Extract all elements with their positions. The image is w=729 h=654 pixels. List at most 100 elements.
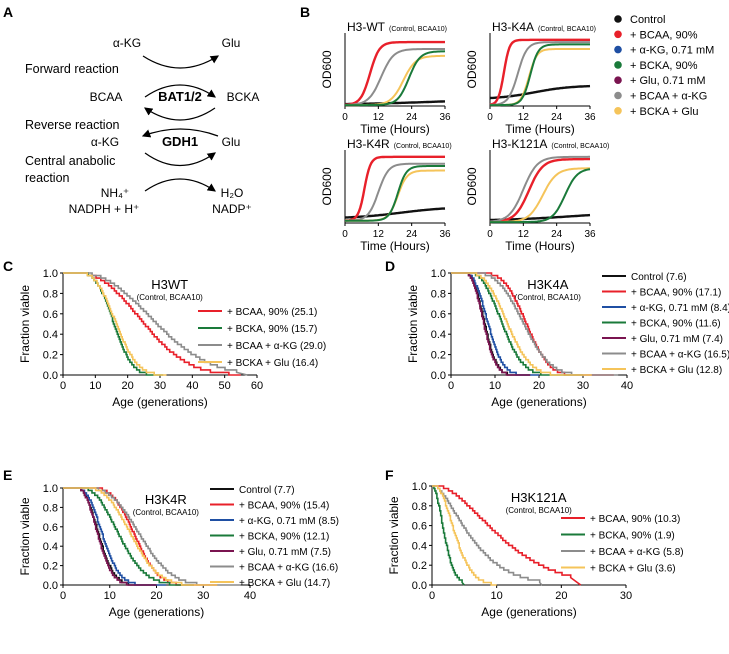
series-line-bcka [345,50,446,107]
x-tick-label: 36 [439,229,451,240]
x-tick-label: 10 [104,590,116,602]
survival-line-bcaa [451,272,614,376]
reverse-arc-bottom [141,128,219,138]
x-tick-label: 10 [89,380,101,392]
legend-label: + BCAA, 90% (15.4) [239,501,329,512]
growth-legend-label: + BCKA, 90% [630,60,698,72]
y-tick-label: 0.0 [43,370,58,382]
survival-line-bcka [63,487,194,586]
legend-item-control: Control (7.6) [602,272,687,283]
survival-line-bcaa_akg [63,487,241,586]
x-axis-label: Time (Hours) [360,122,430,136]
survival-line-bcaa_akg [451,272,619,376]
anabolic-arc-bottom [144,178,216,192]
legend-item-bcka_glu: + BCKA + Glu (14.7) [210,578,330,589]
chart-h3k4r-survival: 0 10 20 30 40 0.0 0.2 0.4 0.6 0.8 1.0 Age (generati… [18,483,339,619]
x-tick-label: 0 [487,229,493,240]
legend-item-bcaa: + BCAA, 90% (15.4) [210,501,329,512]
chart-title: H3WT [151,277,188,292]
survival-line-bcaa_akg [63,272,248,376]
growth-legend-item-glu: + Glu, 0.71 mM [614,75,706,87]
forward-arc-top [142,55,220,69]
x-tick-label: 12 [373,229,385,240]
x-tick-label: 24 [551,229,563,240]
x-tick-label: 40 [244,590,256,602]
legend-label: Control (7.6) [631,272,687,283]
x-tick-label: 36 [439,112,451,123]
series-line-bcaa_akg [489,155,590,223]
x-tick-label: 30 [577,380,589,392]
y-tick-label: 0.8 [43,288,58,300]
legend-label: + BCKA + Glu (12.8) [631,365,722,376]
series-line-bcaa [344,40,445,106]
chart-title: H3K121A [511,490,567,505]
series-line-bcaa [344,155,445,222]
legend-item-control: Control (7.7) [210,485,295,496]
x-tick-label: 36 [584,112,596,123]
chart-subtitle: (Control, BCAA10) [551,143,609,150]
legend-item-glu: + Glu, 0.71 mM (7.5) [210,547,331,558]
legend-item-bcka: + BCKA, 90% (12.1) [210,532,329,543]
x-tick-label: 0 [60,590,66,602]
enzyme-bat: BAT1/2 [158,89,202,104]
legend-label: + BCKA, 90% (12.1) [239,532,329,543]
y-axis-label: Fraction viable [18,285,32,363]
x-axis-label: Time (Hours) [505,122,575,136]
growth-legend-item-bcaa: + BCAA, 90% [614,29,698,41]
series-line-bcka [490,43,590,107]
legend-item-akg: + α-KG, 0.71 mM (8.5) [210,516,339,527]
x-tick-label: 36 [584,229,596,240]
x-tick-label: 40 [186,380,198,392]
chart-subtitle: (Control, BCAA10) [133,508,200,517]
legend-item-bcka_glu: + BCKA + Glu (12.8) [602,365,722,376]
y-axis-label: OD600 [465,50,479,88]
x-tick-label: 24 [551,112,563,123]
x-axis-label: Age (generations) [109,605,204,619]
panel-letter-d: D [385,258,395,274]
x-tick-label: 24 [406,112,418,123]
survival-line-bcka [451,272,583,376]
legend-item-bcaa: + BCAA, 90% (17.1) [602,288,721,299]
series-line-bcaa_akg [345,162,445,222]
y-tick-label: 0.6 [43,309,58,321]
y-tick-label: 0.0 [43,580,58,592]
y-tick-label: 0.2 [43,350,58,362]
x-tick-label: 0 [342,229,348,240]
x-tick-label: 40 [621,380,633,392]
reverse-arc-top [144,107,216,121]
chart-subtitle: (Control, BCAA10) [389,26,447,33]
chart-legend: Control (7.6) + BCAA, 90% (17.1) + α-KG, 0… [602,272,729,376]
y-tick-label: 0.6 [43,522,58,534]
x-tick-label: 12 [373,112,385,123]
x-tick-label: 30 [154,380,166,392]
y-axis-label: OD600 [320,50,334,88]
legend-item-bcka: + BCKA, 90% (11.6) [602,319,721,330]
survival-line-glu [63,487,157,586]
legend-label: + BCAA + α-KG (29.0) [227,341,326,352]
nadph-label: NADPH + H⁺ [69,202,140,216]
survival-line-bcka [432,485,465,586]
legend-item-glu: + Glu, 0.71 mM (7.4) [602,334,723,345]
survival-line-bcaa_akg [432,485,543,586]
survival-line-bcka_glu [451,272,592,376]
x-axis-label: Age (generations) [481,605,576,619]
series-line-bcaa_akg [345,48,445,106]
h2o-label: H₂O [221,186,244,200]
nh4-label: NH₄⁺ [101,186,130,200]
chart-subtitle: (Control, BCAA10) [394,143,452,150]
bcka-label: BCKA [227,90,260,104]
forward-arc-bottom [144,84,216,98]
legend-dot-glu [614,76,622,84]
legend-item-bcaa_akg: + BCAA + α-KG (29.0) [198,341,326,352]
chart-h3-k4a-growth: 0 12 24 36 Time (Hours) OD600 H3-K4A (Control, … [465,20,596,136]
panel-letter-c: C [3,258,13,274]
legend-label: + BCKA + Glu (16.4) [227,358,318,369]
chart-subtitle: (Control, BCAA10) [137,293,204,302]
series-line-bcaa [489,38,590,106]
x-tick-label: 0 [342,112,348,123]
survival-line-bcka_glu [432,485,497,586]
survival-line-bcka_glu [63,272,167,376]
y-tick-label: 0.8 [43,502,58,514]
x-axis-label: Age (generations) [491,395,586,409]
